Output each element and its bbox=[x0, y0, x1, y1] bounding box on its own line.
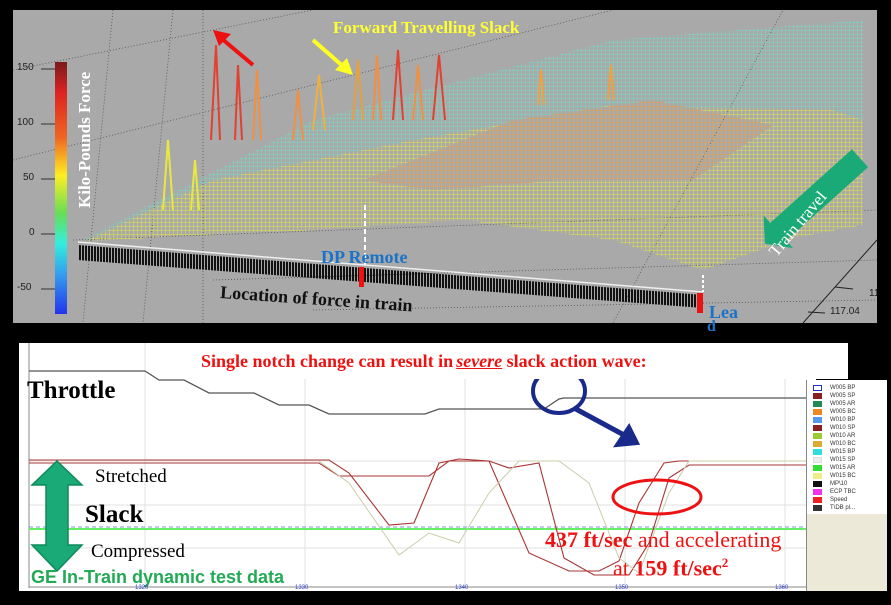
legend-swatch bbox=[813, 401, 822, 407]
legend-swatch bbox=[813, 385, 822, 391]
colorbar-tick-150: 150 bbox=[17, 62, 34, 73]
force-surface-chart: 150 100 50 0 -50 Kilo-Pounds Force Forwa… bbox=[13, 10, 877, 323]
legend-item[interactable]: Speed bbox=[807, 496, 887, 504]
legend-item[interactable]: W015 SP bbox=[807, 456, 887, 464]
legend-item[interactable]: W015 BC bbox=[807, 472, 887, 480]
legend-swatch bbox=[813, 449, 822, 455]
z-axis-label: Kilo-Pounds Force bbox=[75, 71, 94, 208]
x-tick: 1320 bbox=[135, 585, 149, 591]
compressed-label: Compressed bbox=[91, 541, 185, 562]
colorbar-tick-100: 100 bbox=[17, 117, 34, 128]
legend-swatch bbox=[813, 417, 822, 423]
legend-item[interactable]: ECP TBC bbox=[807, 488, 887, 496]
legend-item[interactable]: W010 SP bbox=[807, 424, 887, 432]
legend-item[interactable]: W005 AR bbox=[807, 400, 887, 408]
legend-swatch bbox=[813, 481, 822, 487]
wave-speed-annotation: 437 ft/sec and accelerating bbox=[545, 527, 782, 552]
slack-line-chart: Throttle Stretched Slack Compressed GE I… bbox=[11, 343, 816, 591]
legend-swatch bbox=[813, 465, 822, 471]
x-tick: 1340 bbox=[455, 585, 469, 591]
colorbar-tick-50: 50 bbox=[23, 172, 35, 183]
legend-swatch bbox=[813, 393, 822, 399]
lead-label-wrap: d bbox=[707, 318, 716, 335]
legend-item[interactable]: W005 BP bbox=[807, 384, 887, 392]
axis-tick-117-04: 117.04 bbox=[830, 306, 860, 317]
surface-plot bbox=[13, 10, 877, 323]
legend-item[interactable]: W010 BC bbox=[807, 440, 887, 448]
legend-item[interactable]: T\DB pl... bbox=[807, 504, 887, 512]
lead-marker bbox=[697, 293, 703, 313]
legend-swatch bbox=[813, 433, 822, 439]
source-label: GE In-Train dynamic test data bbox=[31, 567, 285, 587]
legend-swatch bbox=[813, 497, 822, 503]
red-highlight-ellipse bbox=[611, 478, 703, 516]
throttle-label: Throttle bbox=[27, 377, 116, 404]
dp-remote-marker bbox=[359, 267, 364, 287]
legend-swatch bbox=[813, 441, 822, 447]
slack-label: Slack bbox=[85, 501, 144, 528]
colorbar-tick-neg50: -50 bbox=[17, 282, 32, 293]
legend-swatch bbox=[813, 425, 822, 431]
train-travel-arrow-icon bbox=[763, 149, 869, 249]
slack-double-arrow-icon bbox=[30, 459, 84, 573]
line-plot bbox=[28, 343, 816, 588]
x-tick: 1360 bbox=[775, 585, 789, 591]
legend-item[interactable]: W010 BP bbox=[807, 416, 887, 424]
colorbar-tick-0: 0 bbox=[29, 227, 35, 238]
legend-item[interactable]: W010 AR bbox=[807, 432, 887, 440]
chart-title: Forward Travelling Slack bbox=[333, 18, 520, 37]
acceleration-annotation: at 159 ft/sec2 bbox=[613, 555, 729, 581]
colorbar bbox=[55, 62, 67, 314]
legend-panel: W005 BP W005 SP W005 AR W005 BC W010 BP … bbox=[806, 380, 887, 591]
yellow-arrow-icon bbox=[311, 38, 353, 75]
legend-swatch bbox=[813, 473, 822, 479]
dp-remote-label: DP Remote bbox=[321, 247, 408, 267]
x-tick: 1350 bbox=[615, 585, 629, 591]
legend-swatch bbox=[813, 457, 822, 463]
legend-item[interactable]: W015 BP bbox=[807, 448, 887, 456]
legend-list: W005 BP W005 SP W005 AR W005 BC W010 BP … bbox=[807, 380, 887, 514]
lead-label: Lea bbox=[709, 302, 738, 322]
stretched-label: Stretched bbox=[95, 466, 167, 487]
legend-swatch bbox=[813, 409, 822, 415]
legend-swatch bbox=[813, 489, 822, 495]
legend-item[interactable]: W015 AR bbox=[807, 464, 887, 472]
throttle-line bbox=[29, 370, 816, 415]
legend-item[interactable]: W005 BC bbox=[807, 408, 887, 416]
magnifier-icon bbox=[531, 367, 641, 448]
x-tick: 1330 bbox=[295, 585, 309, 591]
headline-box: Single notch change can result in severe … bbox=[181, 343, 848, 379]
legend-item[interactable]: W005 SP bbox=[807, 392, 887, 400]
legend-swatch bbox=[813, 505, 822, 511]
red-arrow-icon bbox=[213, 30, 255, 67]
axis-tick-11: 11 bbox=[869, 288, 877, 299]
legend-item[interactable]: MP\10 bbox=[807, 480, 887, 488]
headline: Single notch change can result in severe … bbox=[201, 351, 647, 371]
